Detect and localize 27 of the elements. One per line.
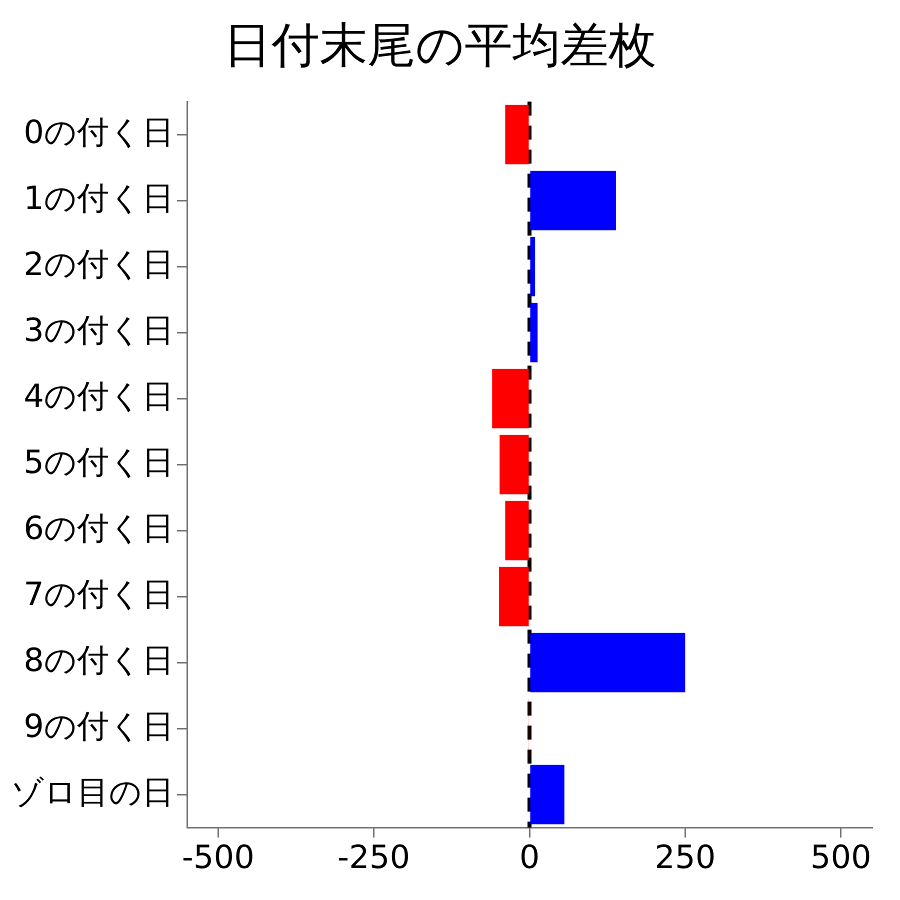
x-tick-label: 500	[810, 838, 872, 876]
bar	[498, 566, 529, 626]
bar	[500, 434, 529, 494]
y-tick-label: 7の付く日	[24, 574, 174, 613]
x-tick-label: -250	[338, 838, 410, 876]
bar	[505, 500, 529, 560]
y-tick-label: 1の付く日	[24, 178, 174, 217]
x-tick-label: 0	[519, 838, 540, 876]
y-tick-label: 5の付く日	[24, 442, 174, 481]
y-tick-label: 9の付く日	[24, 706, 174, 745]
y-tick-label: 8の付く日	[24, 640, 174, 679]
bar	[530, 236, 536, 296]
chart-title: 日付末尾の平均差枚	[224, 17, 656, 74]
x-tick-label: 250	[654, 838, 716, 876]
y-tick-label: 2の付く日	[24, 244, 174, 283]
bar	[530, 302, 538, 362]
bar	[530, 632, 686, 692]
y-tick-label: 3の付く日	[24, 310, 174, 349]
bar	[530, 764, 564, 824]
bar	[505, 104, 529, 164]
y-tick-label: 6の付く日	[24, 508, 174, 547]
y-tick-label: 4の付く日	[24, 376, 174, 415]
y-tick-label: ゾロ目の日	[11, 772, 174, 811]
bar	[492, 368, 529, 428]
y-tick-label: 0の付く日	[24, 112, 174, 151]
x-tick-label: -500	[182, 838, 254, 876]
bar	[530, 170, 616, 230]
